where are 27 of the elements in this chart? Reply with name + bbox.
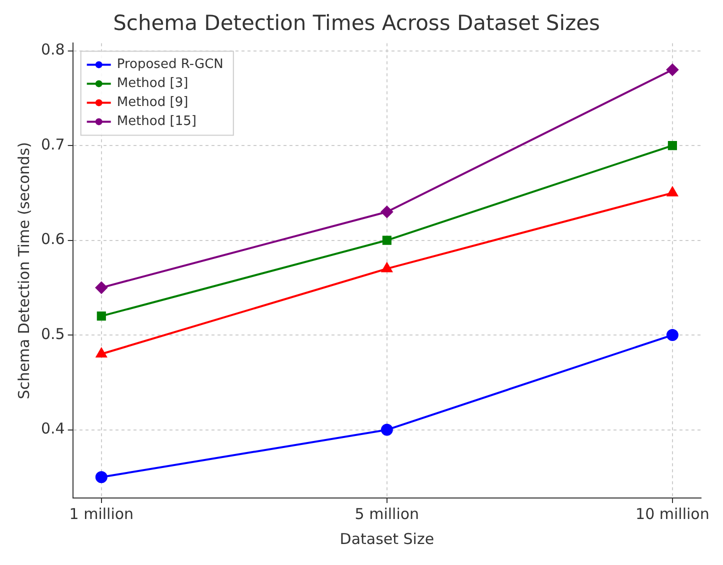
y-tick-label: 0.7: [40, 135, 65, 154]
legend-label: Method [15]: [116, 114, 196, 130]
point: [382, 236, 392, 245]
point: [380, 424, 393, 436]
y-tick-label: 0.5: [40, 324, 65, 343]
point: [666, 329, 678, 342]
point: [95, 471, 108, 484]
point: [380, 206, 393, 218]
point: [382, 262, 392, 272]
chart-title: Schema Detection Times Across Dataset Sizes: [113, 11, 600, 36]
x-tick-label: 1 million: [69, 504, 134, 523]
point: [96, 312, 106, 321]
point: [668, 140, 677, 150]
x-tick-label: 10 million: [636, 504, 710, 523]
legend-label: Proposed R-GCN: [116, 57, 224, 72]
y-tick-label: 0.6: [40, 230, 65, 248]
point: [667, 186, 678, 196]
legend-label: Method [9]: [116, 95, 188, 110]
x-tick-label: 5 million: [354, 504, 420, 523]
x-axis-title: Dataset Size: [340, 530, 434, 548]
y-tick-label: 0.4: [40, 420, 65, 438]
y-axis-title: Schema Detection Time (seconds): [14, 142, 33, 400]
point: [95, 282, 108, 294]
point: [666, 64, 678, 76]
legend-label: Method [3]: [116, 76, 188, 92]
point: [96, 348, 107, 358]
y-tick-label: 0.8: [40, 40, 65, 59]
